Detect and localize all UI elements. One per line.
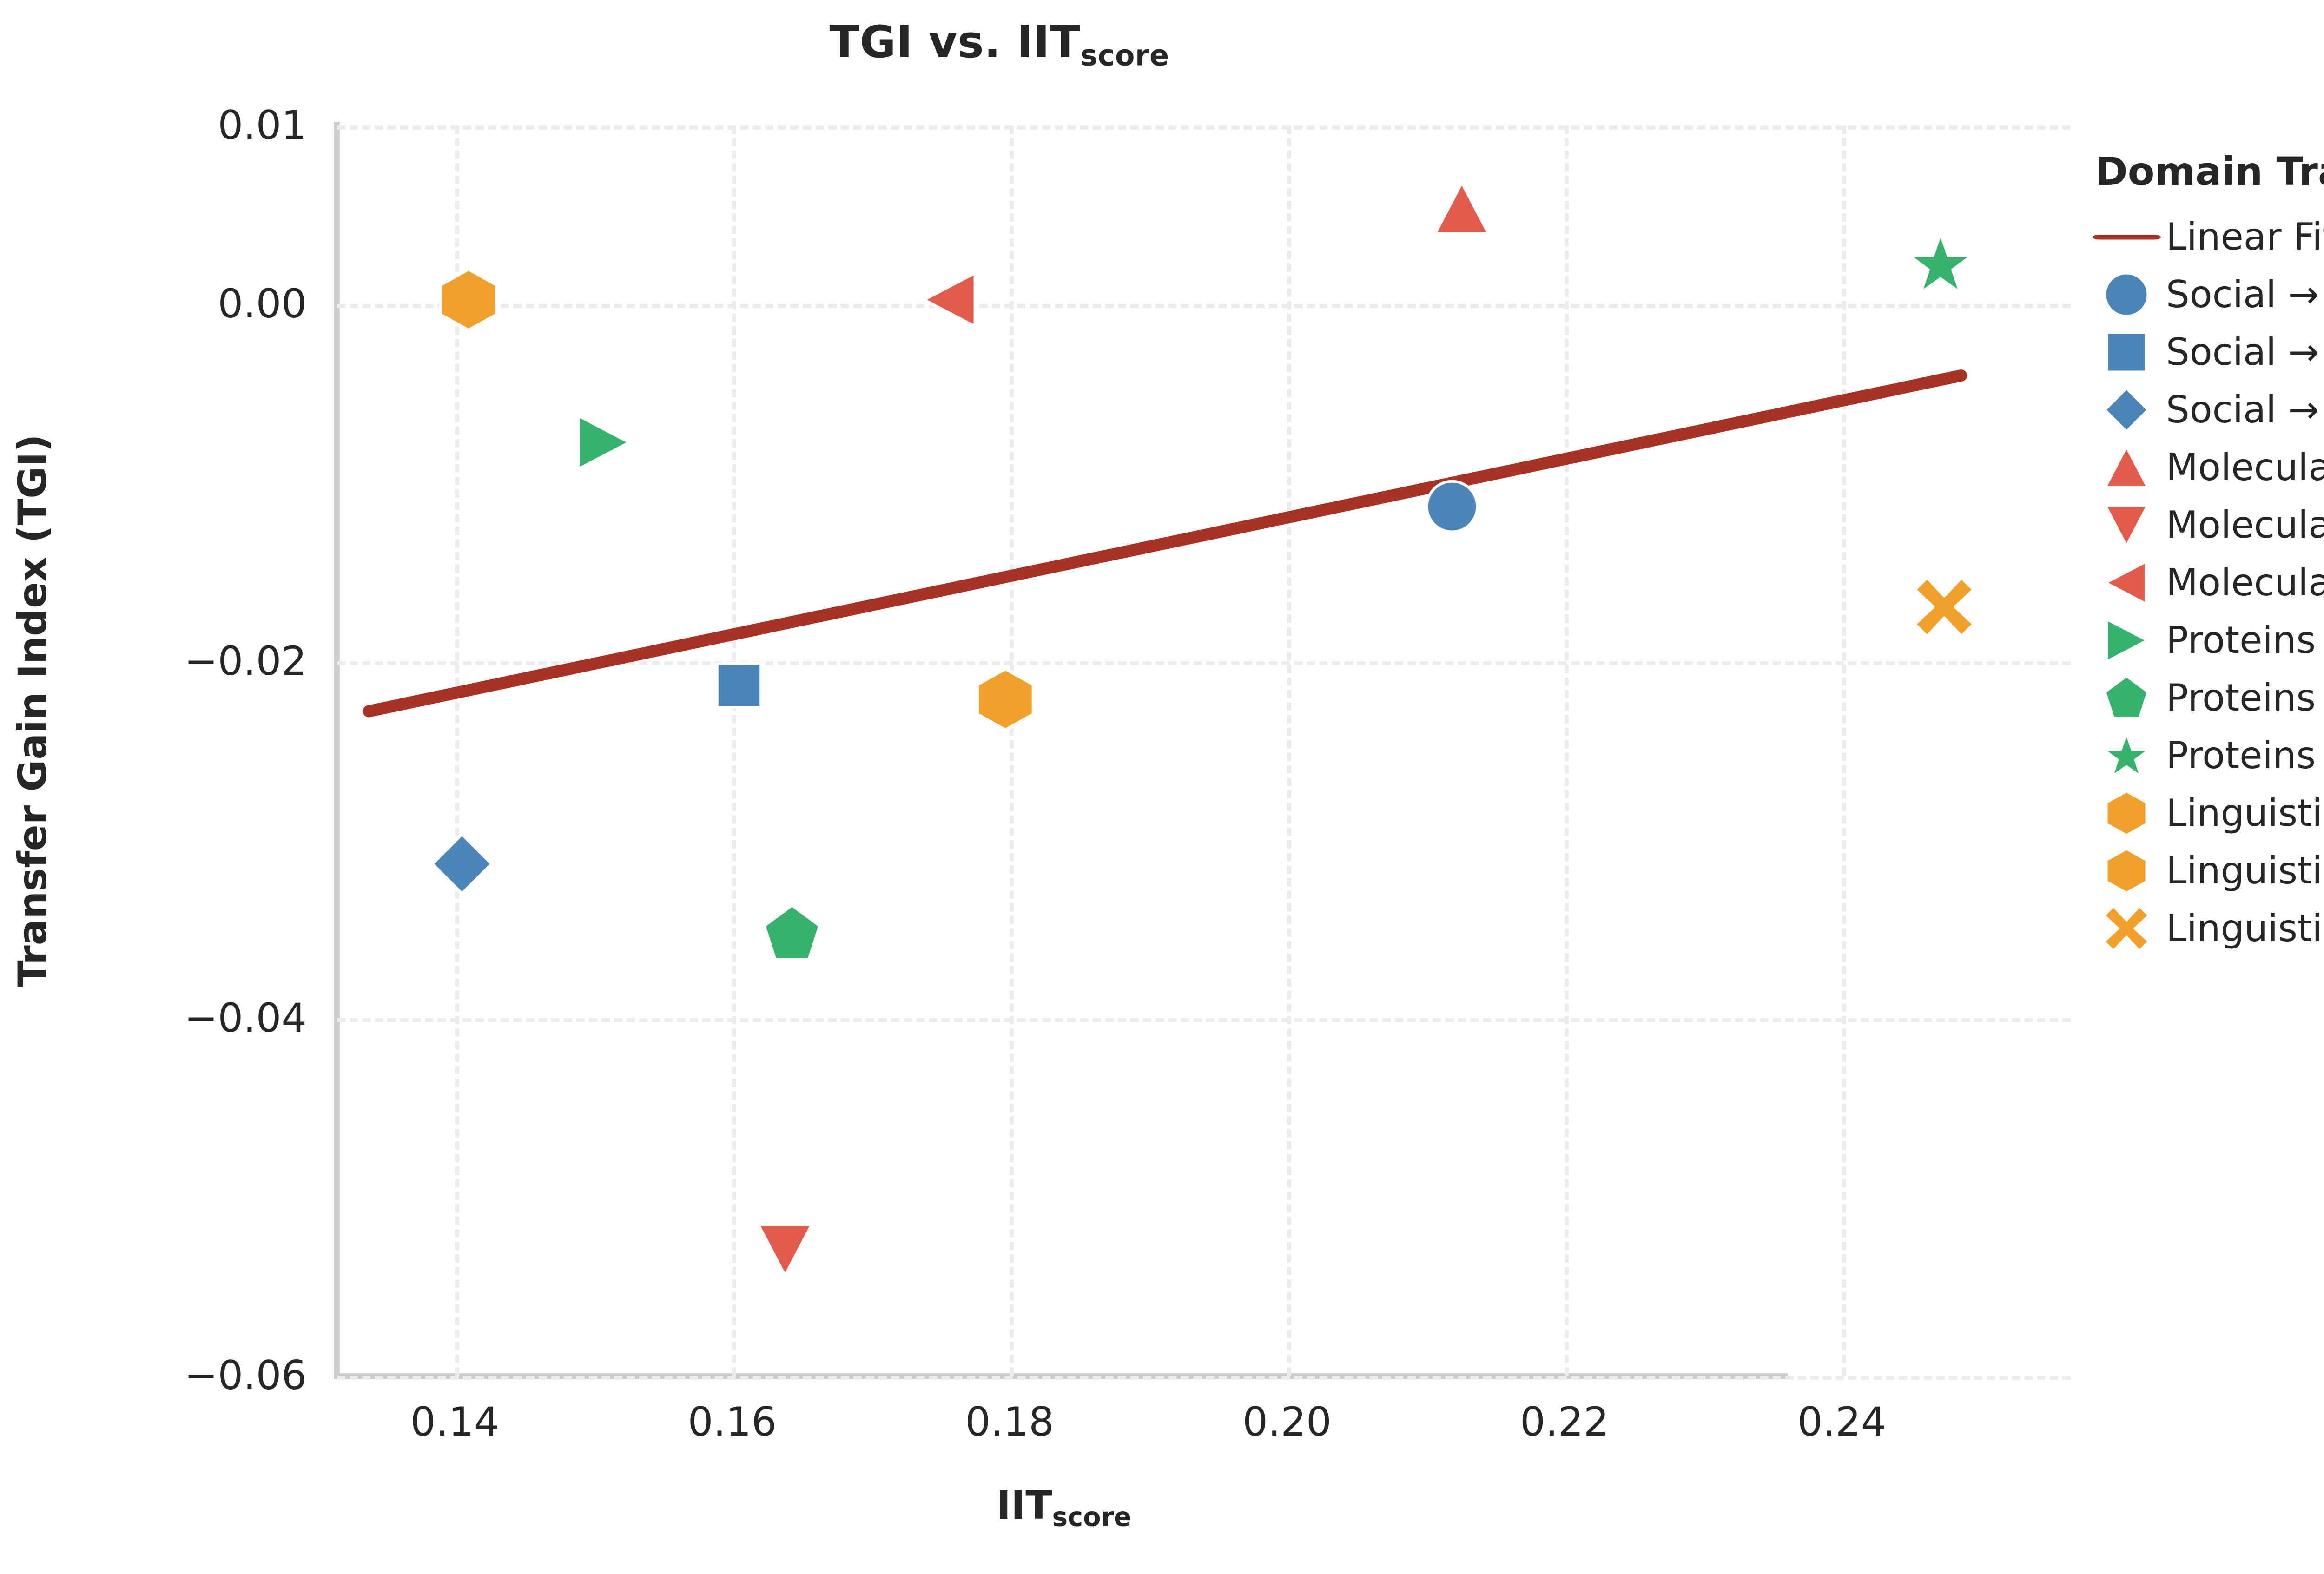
legend-item-label: Proteins → Social (2166, 619, 2324, 662)
data-point-marker (973, 667, 1038, 734)
data-point-marker (1907, 231, 1974, 298)
legend-item[interactable]: Social → Molecular (2087, 266, 2324, 323)
legend-item-label: Social → Molecular (2166, 273, 2324, 316)
data-point-marker (920, 270, 980, 331)
legend-item[interactable]: Linguistic → Social (2087, 784, 2324, 842)
gridline-horizontal (337, 304, 2071, 309)
triangle-left-icon (2087, 554, 2166, 612)
legend-item[interactable]: Proteins → Molecular (2087, 669, 2324, 727)
hexagon-icon (2087, 842, 2166, 900)
legend-item-label: Molecular → Proteins (2166, 503, 2324, 547)
gridline-horizontal (337, 125, 2071, 130)
legend-item[interactable]: Linguistic → Proteins (2087, 900, 2324, 957)
data-point-marker (755, 1220, 815, 1281)
triangle-down-icon (2087, 496, 2166, 554)
legend-item[interactable]: Molecular → Proteins (2087, 496, 2324, 554)
gridline-vertical (455, 125, 459, 1376)
legend-item[interactable]: Linguistic → Molecular (2087, 842, 2324, 900)
data-point-marker (436, 267, 501, 334)
data-point-marker (429, 831, 495, 898)
gridline-horizontal (337, 1018, 2071, 1023)
linear-fit-line (363, 369, 1967, 718)
legend-item[interactable]: Social → Proteins (2087, 323, 2324, 381)
legend-item-label: Social → Proteins (2166, 330, 2324, 374)
chart-title: TGI vs. IITscore (0, 17, 1999, 72)
data-point-marker (574, 413, 633, 474)
data-point-marker (1913, 575, 1976, 639)
chart-title-subscript: score (1080, 38, 1169, 72)
gridline-vertical (1287, 125, 1292, 1376)
square-icon (2087, 323, 2166, 381)
triangle-up-icon (2087, 439, 2166, 496)
y-tick-label: −0.04 (184, 995, 307, 1042)
x-tick-label: 0.22 (1520, 1399, 1609, 1445)
star-icon (2087, 727, 2166, 784)
legend-item[interactable]: Proteins → Linguistic (2087, 727, 2324, 784)
x-axis-label: IITscore (337, 1482, 1791, 1533)
gridline-horizontal (337, 661, 2071, 665)
legend-item-label: Linear Fit (r=0.372) (2166, 215, 2324, 258)
x-tick-label: 0.24 (1797, 1399, 1887, 1445)
gridline-vertical (732, 125, 737, 1376)
gridline-vertical (1010, 125, 1014, 1376)
data-point-marker (1432, 179, 1492, 240)
pentagon-icon (2087, 669, 2166, 727)
legend-item[interactable]: Molecular → Linguistic (2087, 554, 2324, 612)
legend-item-label: Linguistic → Proteins (2166, 907, 2324, 950)
legend-item-label: Linguistic → Social (2166, 791, 2324, 835)
legend-title: Domain Transfer Pairs (2095, 149, 2324, 194)
x-tick-label: 0.16 (687, 1399, 777, 1445)
legend-item-label: Social → Linguistic (2166, 388, 2324, 431)
x-tick-label: 0.18 (965, 1399, 1054, 1445)
y-axis-spine (334, 122, 340, 1379)
legend-item-label: Molecular → Social (2166, 446, 2324, 489)
y-tick-label: 0.00 (218, 281, 307, 328)
line-icon (2087, 208, 2166, 266)
plot-area (337, 125, 2071, 1380)
circle-icon (2087, 266, 2166, 323)
legend-item[interactable]: Social → Linguistic (2087, 381, 2324, 439)
y-tick-label: −0.02 (184, 638, 307, 685)
legend-item[interactable]: Proteins → Social (2087, 612, 2324, 669)
linear-fit-line-layer (363, 369, 1967, 718)
gridline-horizontal (337, 1376, 2071, 1380)
legend-item-label: Proteins → Linguistic (2166, 734, 2324, 777)
gridline-vertical (1842, 125, 1846, 1376)
chart-title-main: TGI vs. IIT (829, 17, 1081, 68)
legend-item-label: Proteins → Molecular (2166, 676, 2324, 719)
legend-item[interactable]: Linear Fit (r=0.372) (2087, 208, 2324, 266)
y-axis-label: Transfer Gain Index (TGI) (10, 434, 55, 987)
x-axis-label-main: IIT (996, 1482, 1052, 1528)
x-tick-label: 0.20 (1242, 1399, 1332, 1445)
triangle-right-icon (2087, 612, 2166, 669)
diamond-icon (2087, 381, 2166, 439)
x-tick-label: 0.14 (410, 1399, 500, 1445)
legend-item[interactable]: Molecular → Social (2087, 439, 2324, 496)
data-point-marker (1425, 479, 1479, 536)
legend-item-label: Molecular → Linguistic (2166, 561, 2324, 604)
data-point-marker (762, 903, 822, 966)
hexagon-icon (2087, 784, 2166, 842)
gridline-vertical (1564, 125, 1569, 1376)
legend-item-label: Linguistic → Molecular (2166, 849, 2324, 892)
legend-entries: Linear Fit (r=0.372) Social → Molecular So… (2087, 208, 2324, 957)
x-icon (2087, 900, 2166, 957)
y-tick-label: 0.01 (218, 102, 307, 149)
data-point-marker (713, 659, 765, 713)
legend: Domain Transfer Pairs Linear Fit (r=0.37… (2087, 149, 2324, 957)
y-tick-label: −0.06 (184, 1352, 307, 1399)
x-axis-label-subscript: score (1052, 1502, 1132, 1533)
